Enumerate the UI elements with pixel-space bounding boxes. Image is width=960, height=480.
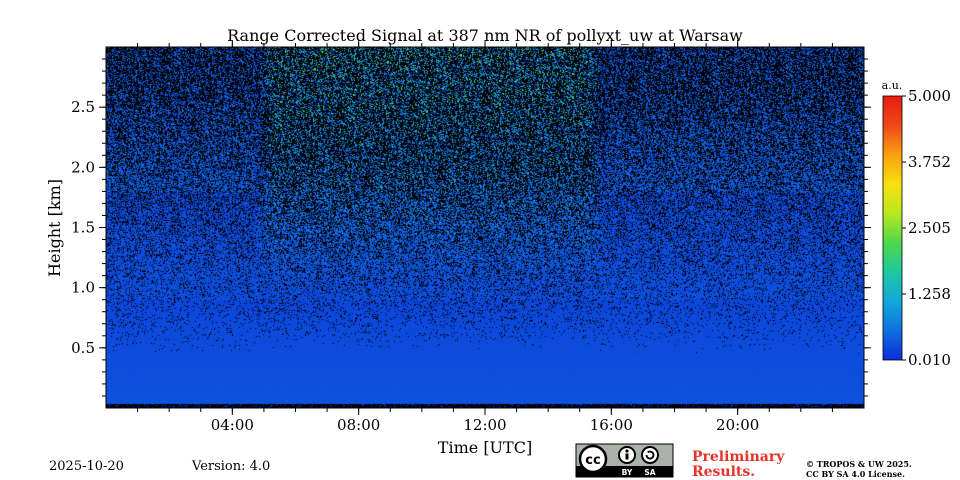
preliminary-notice-line2: Results. (692, 464, 755, 480)
cc-license-badge: cc BY SA (575, 443, 674, 478)
x-tick-label: 08:00 (337, 416, 380, 434)
x-tick-label: 04:00 (211, 416, 254, 434)
footer-date: 2025-10-20 (49, 459, 124, 474)
plot-area (105, 46, 865, 409)
heatmap-image (106, 47, 864, 408)
x-axis-label: Time [UTC] (438, 438, 532, 457)
colorbar-tick-label: 0.010 (908, 351, 951, 369)
x-tick-label: 20:00 (716, 416, 759, 434)
cc-logo-icon (578, 444, 608, 474)
cc-logo-text: cc (585, 453, 600, 468)
axis-ticks: 04:00 08:00 12:00 16:00 20:00 0.5 1.0 1.5 2.0 2.5 (71, 40, 871, 434)
x-tick-label: 16:00 (590, 416, 633, 434)
cc-by-icon-head (625, 449, 629, 453)
colorbar-tick-label: 3.752 (908, 153, 951, 171)
copyright-line2: CC BY SA 4.0 License. (806, 469, 905, 479)
preliminary-notice-line1: Preliminary (692, 449, 785, 465)
y-tick-label: 1.0 (71, 279, 95, 297)
colorbar: a.u. 0.010 1.258 2.505 3.752 5.000 (882, 79, 951, 369)
colorbar-tick-label: 5.000 (908, 87, 951, 105)
y-axis-label: Height [km] (45, 179, 64, 277)
x-tick-label: 12:00 (463, 416, 506, 434)
colorbar-ticks: 0.010 1.258 2.505 3.752 5.000 (902, 87, 951, 369)
colorbar-gradient (882, 95, 903, 361)
copyright-line1: © TROPOS & UW 2025. (806, 459, 912, 469)
cc-sa-label: SA (644, 468, 655, 477)
y-tick-label: 0.5 (71, 339, 95, 357)
y-tick-label: 2.0 (71, 158, 95, 176)
colorbar-unit-label: a.u. (882, 79, 903, 92)
cc-sa-icon (641, 446, 659, 464)
cc-sa-icon-arrow (645, 450, 655, 460)
colorbar-tick-label: 2.505 (908, 219, 951, 237)
chart-title: Range Corrected Signal at 387 nm NR of p… (227, 26, 743, 45)
y-tick-label: 1.5 (71, 219, 95, 237)
y-tick-label: 2.5 (71, 98, 95, 116)
cc-by-icon-body (625, 453, 629, 460)
cc-by-label: BY (622, 468, 633, 477)
cc-badge-strip (576, 466, 673, 477)
footer-version: Version: 4.0 (191, 459, 270, 474)
colorbar-tick-label: 1.258 (908, 285, 951, 303)
